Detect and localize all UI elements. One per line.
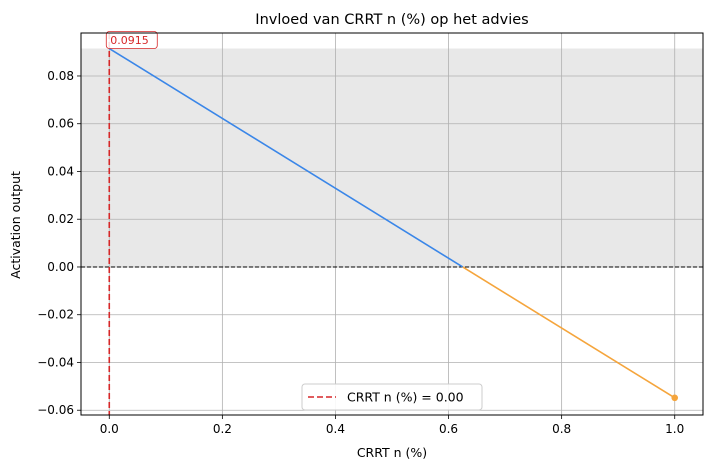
endpoint-marker xyxy=(671,394,679,402)
y-tick-label: 0.08 xyxy=(47,69,74,83)
legend-box xyxy=(301,383,483,411)
legend-label: CRRT n (%) = 0.00 xyxy=(347,390,464,405)
x-tick-label: 0.4 xyxy=(326,422,345,436)
annotation-label: 0.0915 xyxy=(110,34,149,47)
y-tick-label: −0.04 xyxy=(37,355,74,369)
x-tick-label: 1.0 xyxy=(665,422,684,436)
x-axis-label: CRRT n (%) xyxy=(357,445,427,460)
axes-frame xyxy=(80,32,704,416)
y-tick-label: 0.00 xyxy=(47,260,74,274)
y-tick-label: 0.06 xyxy=(47,117,74,131)
chart-title: Invloed van CRRT n (%) op het advies xyxy=(255,12,528,28)
shaded-band xyxy=(81,48,703,267)
legend: CRRT n (%) = 0.00 xyxy=(301,383,483,411)
x-tick-label: 0.6 xyxy=(439,422,458,436)
series-line-1 xyxy=(108,47,464,268)
x-tick-label: 0.0 xyxy=(100,422,119,436)
y-tick-label: 0.02 xyxy=(47,212,74,226)
y-tick-label: 0.04 xyxy=(47,164,74,178)
y-tick-label: −0.06 xyxy=(37,403,74,417)
x-tick-label: 0.8 xyxy=(552,422,571,436)
x-tick-label: 0.2 xyxy=(213,422,232,436)
value-annotation: 0.0915 xyxy=(105,31,158,49)
y-axis-label: Activation output xyxy=(8,171,23,279)
annotation-box xyxy=(105,31,158,49)
plot-area: 0.0915 0.0 0.2 0.4 0.6 0.8 1.0 −0.06 −0.04 −0.02 0… xyxy=(37,31,704,436)
series-line-2 xyxy=(462,266,676,399)
y-tick-label: −0.02 xyxy=(37,308,74,322)
